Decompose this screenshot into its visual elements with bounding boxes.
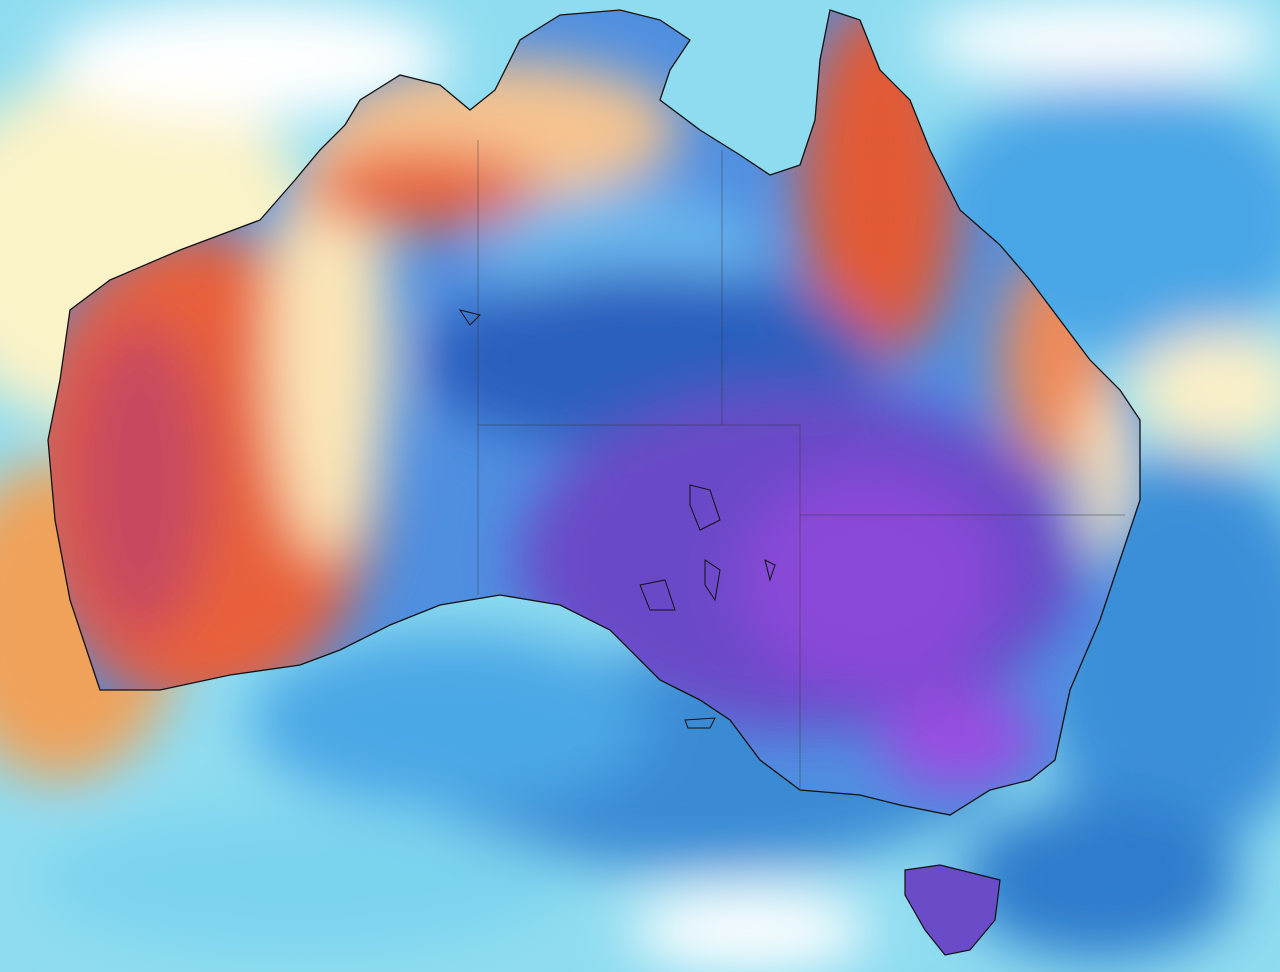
tasmania — [904, 864, 1001, 956]
lakes — [458, 309, 776, 729]
state-borders — [477, 140, 1125, 790]
